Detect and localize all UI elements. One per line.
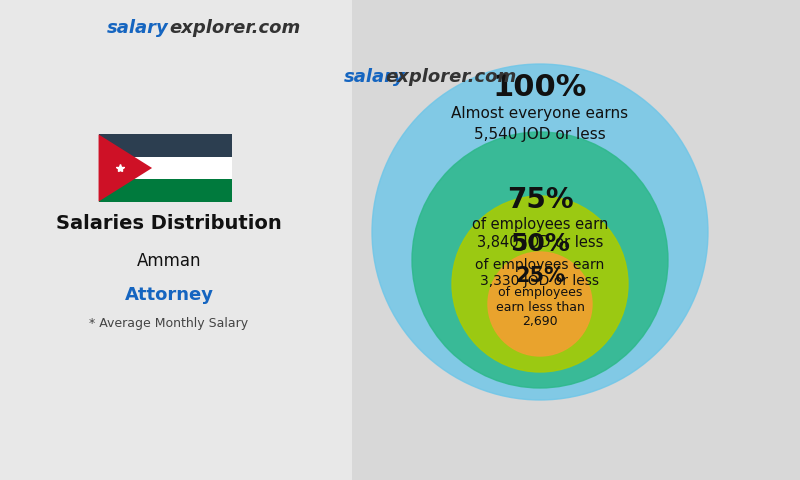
Text: salary: salary [344,68,406,86]
Text: 75%: 75% [506,186,574,214]
Text: 25%: 25% [515,266,565,286]
Text: 3,330 JOD or less: 3,330 JOD or less [481,274,599,288]
Text: Attorney: Attorney [125,286,214,304]
Text: Almost everyone earns: Almost everyone earns [451,106,629,121]
Text: Salaries Distribution: Salaries Distribution [56,214,282,233]
Text: earn less than: earn less than [495,300,585,314]
Bar [98,157,232,179]
Polygon shape [98,134,152,202]
Circle shape [452,196,628,372]
Bar [98,134,232,157]
Text: 5,540 JOD or less: 5,540 JOD or less [474,127,606,142]
Text: 50%: 50% [510,232,570,256]
Bar [98,179,232,202]
Text: salary: salary [107,19,169,37]
Circle shape [412,132,668,388]
Text: explorer.com: explorer.com [169,19,300,37]
Circle shape [488,252,592,356]
Text: explorer.com: explorer.com [386,68,517,86]
Text: 100%: 100% [493,73,587,103]
Text: of employees: of employees [498,286,582,300]
Text: of employees earn: of employees earn [472,216,608,231]
Text: 3,840 JOD or less: 3,840 JOD or less [477,235,603,250]
Text: * Average Monthly Salary: * Average Monthly Salary [90,317,249,330]
Text: 2,690: 2,690 [522,315,558,328]
Circle shape [372,64,708,400]
Text: of employees earn: of employees earn [475,258,605,272]
Text: Amman: Amman [137,252,202,270]
